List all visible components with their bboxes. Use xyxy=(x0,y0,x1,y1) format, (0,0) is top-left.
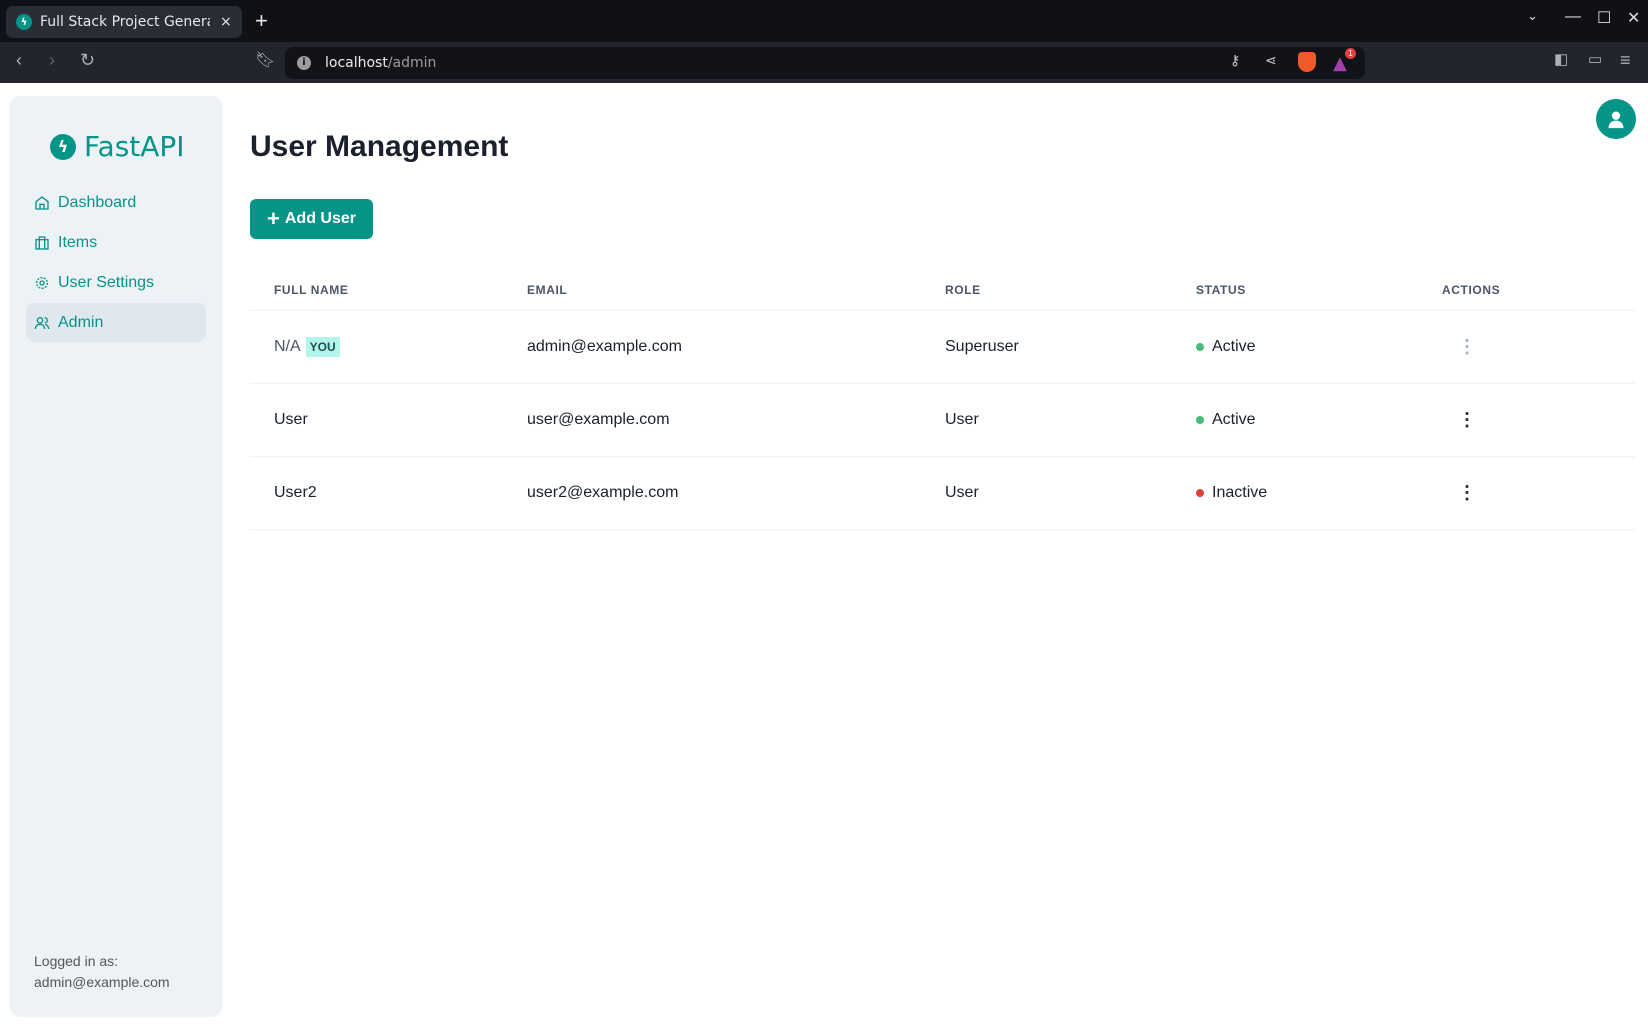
browser-toolbar: ‹ › ↻ 🔖︎ i localhost/admin ⚷ ⋖ ▲ 1 ◧ ▭ ≡ xyxy=(0,42,1648,83)
you-badge: YOU xyxy=(305,337,340,357)
column-header: FULL NAME xyxy=(274,283,349,297)
user-menu-button[interactable] xyxy=(1596,99,1636,139)
sidebar-item-label: Items xyxy=(58,233,98,251)
actions-menu-icon[interactable]: ⋮ xyxy=(1458,482,1476,503)
sidebar-item-dashboard[interactable]: Dashboard xyxy=(26,183,206,222)
status-text: Active xyxy=(1212,411,1256,428)
status-dot-icon xyxy=(1196,343,1204,351)
back-icon[interactable]: ‹ xyxy=(16,50,22,70)
gear-icon xyxy=(36,276,48,289)
sidebar-item-label: Dashboard xyxy=(58,193,137,211)
column-header: STATUS xyxy=(1196,283,1246,297)
sidebar-toggle-icon[interactable]: ◧ xyxy=(1554,51,1569,68)
actions-menu-icon[interactable]: ⋮ xyxy=(1458,409,1476,430)
sidebar-item-label: User Settings xyxy=(58,273,155,291)
browser-tab[interactable]: ϟ Full Stack Project Generator × xyxy=(6,6,242,38)
maximize-icon[interactable]: ☐ xyxy=(1597,10,1612,27)
home-icon xyxy=(35,195,49,210)
logged-in-label: Logged in as: xyxy=(34,953,119,969)
reload-icon[interactable]: ↻ xyxy=(80,50,96,70)
key-icon[interactable]: ⚷ xyxy=(1230,53,1241,69)
add-user-button[interactable]: + Add User xyxy=(250,199,373,239)
bookmark-icon[interactable]: 🔖︎ xyxy=(255,52,276,69)
role-cell: User xyxy=(945,411,979,428)
role-cell: User xyxy=(945,484,979,501)
status-dot-icon xyxy=(1196,416,1204,424)
close-window-icon[interactable]: ✕ xyxy=(1627,10,1641,27)
fastapi-favicon-icon: ϟ xyxy=(16,14,32,30)
column-header: ACTIONS xyxy=(1442,283,1501,297)
table-row: N/A YOU admin@example.com Superuser Activ… xyxy=(250,311,1635,384)
tab-title: Full Stack Project Generator xyxy=(40,14,210,30)
minimize-icon[interactable]: — xyxy=(1565,8,1581,25)
table-row: User user@example.com User Active ⋮ xyxy=(250,384,1635,457)
rewards-badge: 1 xyxy=(1345,48,1356,59)
new-tab-button[interactable]: + xyxy=(255,8,268,33)
url-host: localhost xyxy=(325,55,388,71)
wallet-icon[interactable]: ▭ xyxy=(1588,51,1603,68)
column-header: EMAIL xyxy=(527,283,568,297)
address-bar[interactable]: i localhost/admin ⚷ ⋖ ▲ 1 xyxy=(285,47,1365,79)
menu-icon[interactable]: ≡ xyxy=(1620,50,1631,70)
sidebar-item-items[interactable]: Items xyxy=(26,223,206,262)
status-cell: Inactive xyxy=(1196,484,1267,502)
site-info-icon[interactable]: i xyxy=(297,56,311,70)
brave-rewards-icon[interactable]: ▲ xyxy=(1333,53,1347,74)
email-cell: user@example.com xyxy=(527,411,670,428)
browser-tab-bar: ϟ Full Stack Project Generator × + ⌄ — ☐… xyxy=(0,0,1648,42)
users-table: FULL NAME EMAIL ROLE STATUS ACTIONS N/A Y… xyxy=(250,270,1635,530)
status-text: Inactive xyxy=(1212,484,1268,501)
add-user-label: Add User xyxy=(284,210,356,227)
tab-list-chevron-icon[interactable]: ⌄ xyxy=(1527,8,1538,23)
column-header: ROLE xyxy=(945,283,981,297)
actions-menu-icon[interactable]: ⋮ xyxy=(1458,336,1476,357)
role-cell: Superuser xyxy=(945,338,1019,355)
fastapi-logo[interactable]: ϟ FastAPI xyxy=(50,130,185,163)
sidebar-item-label: Admin xyxy=(58,313,104,331)
users-icon xyxy=(34,316,50,329)
forward-icon[interactable]: › xyxy=(49,50,55,70)
status-text: Active xyxy=(1212,338,1256,355)
sidebar-item-user-settings[interactable]: User Settings xyxy=(26,263,206,302)
url-path: /admin xyxy=(387,55,437,71)
status-cell: Active xyxy=(1196,338,1256,356)
brave-shields-icon[interactable] xyxy=(1298,52,1316,72)
briefcase-icon xyxy=(35,235,49,250)
email-cell: user2@example.com xyxy=(527,484,679,501)
email-cell: admin@example.com xyxy=(527,338,682,355)
status-cell: Active xyxy=(1196,411,1256,429)
full-name-cell: User xyxy=(274,411,308,428)
page-title: User Management xyxy=(250,130,509,163)
table-row: User2 user2@example.com User Inactive ⋮ xyxy=(250,457,1635,530)
logged-in-email: admin@example.com xyxy=(34,974,170,990)
full-name: N/A xyxy=(274,338,301,355)
full-name-cell: User2 xyxy=(274,484,317,501)
full-name-cell: N/A YOU xyxy=(274,337,340,357)
share-icon[interactable]: ⋖ xyxy=(1265,53,1277,69)
close-tab-icon[interactable]: × xyxy=(220,14,232,30)
logged-in-info: Logged in as: admin@example.com xyxy=(34,951,170,993)
logo-text: FastAPI xyxy=(84,130,185,163)
status-dot-icon xyxy=(1196,489,1204,497)
table-header: FULL NAME EMAIL ROLE STATUS ACTIONS xyxy=(250,270,1635,311)
sidebar-item-admin[interactable]: Admin xyxy=(26,303,206,342)
plus-icon: + xyxy=(267,206,280,231)
user-avatar-icon xyxy=(1608,111,1624,129)
fastapi-logo-icon: ϟ xyxy=(50,133,76,160)
sidebar: ϟ FastAPI Dashboard Items User Settings A… xyxy=(10,96,222,1017)
